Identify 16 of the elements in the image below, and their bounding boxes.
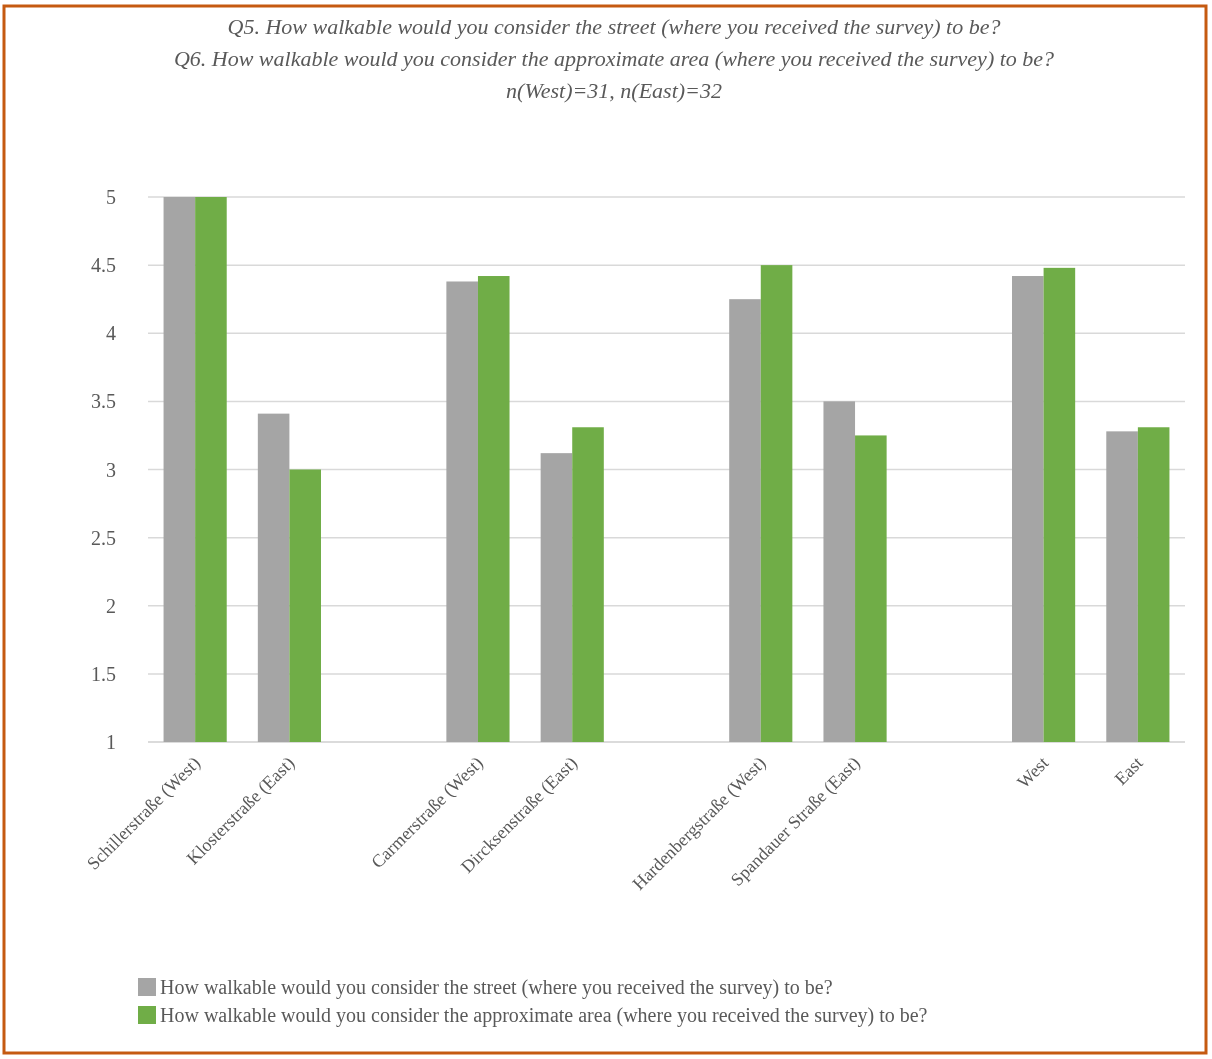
chart-title: Q5. How walkable would you consider the street (where you received the survey) to be? (227, 14, 1001, 39)
y-tick-label: 3 (106, 458, 116, 481)
legend-label: How walkable would you consider the street (where you received the survey) to be? (160, 976, 833, 999)
y-tick-label: 2.5 (91, 526, 116, 549)
chart-subtitle: Q6. How walkable would you consider the approximate area (where you received the survey) to be? (173, 46, 1055, 71)
legend-label: How walkable would you consider the approximate area (where you received the survey) to be? (160, 1004, 928, 1027)
x-tick-label: West (1013, 752, 1053, 792)
text: n(West)=31, n(East)=32 (506, 78, 722, 103)
y-tick-label: 4 (106, 322, 116, 345)
y-tick-label: 1 (106, 731, 116, 753)
y-tick-label: 3.5 (91, 390, 116, 413)
y-tick-label: 5 (106, 186, 116, 208)
y-tick-label: 1.5 (91, 662, 116, 685)
y-tick-label: 4.5 (91, 254, 116, 277)
y-tick-label: 2 (106, 594, 116, 617)
x-tick-label: East (1110, 752, 1147, 789)
